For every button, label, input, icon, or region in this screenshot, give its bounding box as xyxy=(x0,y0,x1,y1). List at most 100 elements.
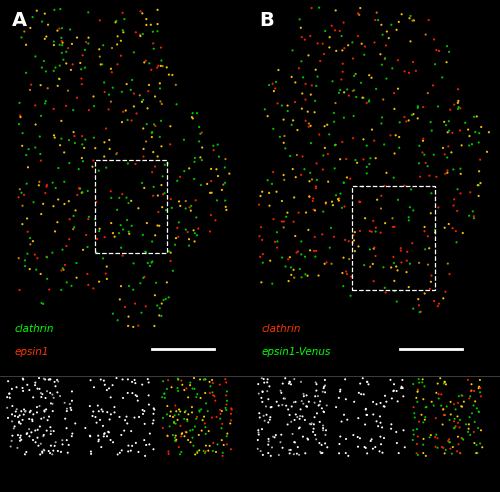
Point xyxy=(190,158,198,166)
Point xyxy=(293,151,301,159)
Point xyxy=(456,104,464,112)
Point xyxy=(128,389,136,397)
Point xyxy=(214,172,222,180)
Point xyxy=(294,209,302,216)
Point xyxy=(78,75,86,83)
Point xyxy=(450,195,458,203)
Point xyxy=(420,223,428,231)
Point xyxy=(6,394,14,401)
Point xyxy=(445,435,453,443)
Point xyxy=(84,39,92,47)
Point xyxy=(216,406,224,414)
Point xyxy=(326,244,334,251)
Point xyxy=(171,241,179,248)
Point xyxy=(370,277,378,285)
Text: overlay: overlay xyxy=(178,467,216,477)
Point xyxy=(58,246,66,253)
Point xyxy=(466,188,474,196)
Point xyxy=(420,435,428,443)
Point xyxy=(94,437,102,445)
Point xyxy=(328,77,336,85)
Point xyxy=(329,201,337,209)
Point xyxy=(20,411,28,419)
Point xyxy=(324,150,332,158)
Point xyxy=(18,142,26,150)
Point xyxy=(110,408,118,416)
Point xyxy=(174,416,182,424)
Point xyxy=(450,101,458,109)
Point xyxy=(33,403,41,411)
Point xyxy=(255,390,263,398)
Point xyxy=(86,432,94,440)
Point xyxy=(467,387,475,395)
Point xyxy=(319,166,327,174)
Point xyxy=(270,215,278,223)
Point xyxy=(330,118,338,125)
Point xyxy=(22,151,30,159)
Point xyxy=(395,144,403,152)
Point xyxy=(69,225,77,233)
Point xyxy=(288,271,296,279)
Point xyxy=(439,405,447,413)
Point xyxy=(284,209,292,216)
Point xyxy=(104,408,112,416)
Point xyxy=(418,149,426,156)
Point xyxy=(264,395,272,403)
Point xyxy=(87,450,95,458)
Point xyxy=(438,443,446,451)
Point xyxy=(420,441,428,449)
Point xyxy=(440,151,448,158)
Point xyxy=(394,196,402,204)
Point xyxy=(50,67,58,75)
Point xyxy=(305,192,313,200)
Point xyxy=(472,441,480,449)
Point xyxy=(68,40,76,48)
Point xyxy=(426,433,434,441)
Point xyxy=(366,227,374,235)
Point xyxy=(332,47,340,55)
Point xyxy=(106,145,114,153)
Point xyxy=(58,39,66,47)
Point xyxy=(312,184,320,192)
Point xyxy=(280,139,287,147)
Point xyxy=(320,123,328,130)
Point xyxy=(412,67,420,75)
Point xyxy=(16,185,24,193)
Point xyxy=(70,212,78,220)
Point xyxy=(316,131,324,139)
Point xyxy=(26,24,34,32)
Point xyxy=(182,407,190,415)
Point xyxy=(306,246,314,254)
Point xyxy=(188,408,196,416)
Point xyxy=(483,148,491,156)
Point xyxy=(440,411,448,419)
Point xyxy=(355,389,363,397)
Point xyxy=(431,228,439,236)
Point xyxy=(216,415,224,423)
Point xyxy=(290,218,298,226)
Point xyxy=(61,415,69,423)
Point xyxy=(326,33,334,41)
Point xyxy=(35,374,43,382)
Point xyxy=(100,153,108,160)
Point xyxy=(156,133,164,141)
Point xyxy=(122,194,130,202)
Point xyxy=(122,80,130,88)
Point xyxy=(430,35,438,43)
Point xyxy=(343,270,351,278)
Point xyxy=(60,149,68,156)
Point xyxy=(272,188,280,196)
Point xyxy=(196,154,204,161)
Point xyxy=(84,215,92,223)
Point xyxy=(376,229,384,237)
Point xyxy=(124,228,132,236)
Point xyxy=(148,258,156,266)
Point xyxy=(100,79,108,87)
Point xyxy=(410,17,418,25)
Point xyxy=(62,60,70,67)
Point xyxy=(113,40,121,48)
Point xyxy=(26,408,34,416)
Point xyxy=(304,272,312,279)
Point xyxy=(48,450,56,458)
Point xyxy=(294,443,302,451)
